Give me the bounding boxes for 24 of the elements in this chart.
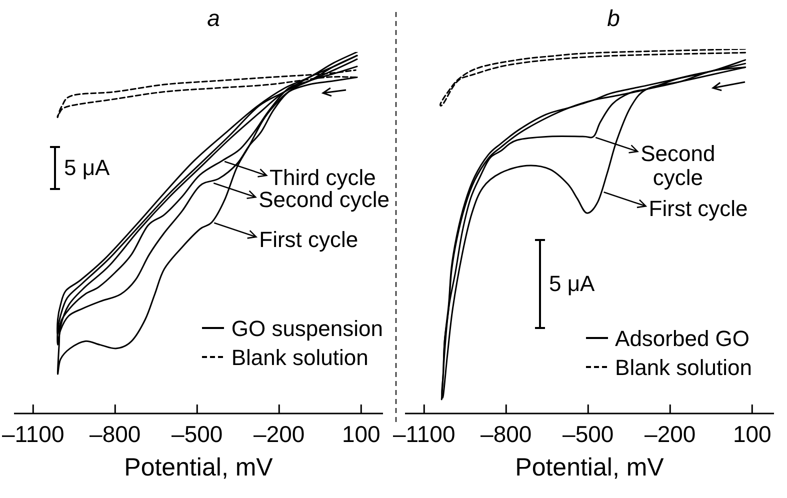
x-axis-title: Potential, mV [515,454,664,482]
chart-title: b [607,5,620,31]
annotation: Second cycle [640,141,716,190]
chart-title: a [207,5,220,31]
x-tick-label: –1100 [393,420,456,447]
legend-label: Adsorbed GO [615,324,750,352]
annotation: First cycle [259,226,358,252]
annotation: Third cycle [270,165,376,190]
x-axis-title: Potential, mV [124,454,274,482]
x-tick-label: 100 [342,420,380,447]
legend-label: GO suspension [231,314,383,342]
annotation: First cycle [648,196,748,222]
x-tick-label: –800 [90,420,141,447]
x-tick-label: –200 [644,420,696,447]
annotation: 5 μA [64,155,110,180]
legend-label: Blank solution [231,344,368,372]
x-tick-label: –1100 [2,420,64,447]
x-tick-label: –500 [562,420,614,447]
x-tick-label: –200 [254,420,305,447]
legend-label: Blank solution [615,354,752,382]
x-tick-label: –800 [480,420,532,447]
x-tick-label: 100 [732,420,772,447]
annotation: 5 μA [549,271,595,296]
x-tick-label: –500 [172,420,223,447]
